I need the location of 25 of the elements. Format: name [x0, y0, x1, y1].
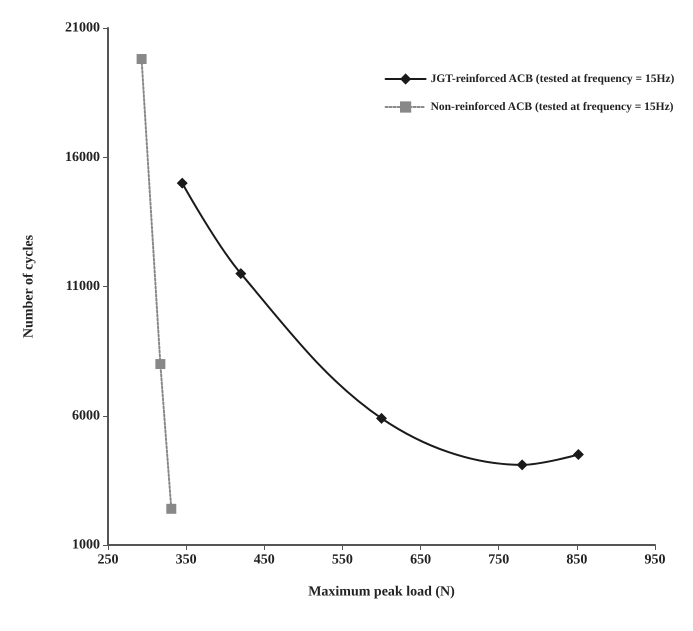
x-tick-label: 450 — [254, 552, 275, 568]
point — [155, 359, 166, 370]
point — [572, 449, 584, 460]
point — [136, 54, 147, 64]
x-tick-label: 850 — [566, 552, 588, 568]
x-tick-label: 950 — [644, 552, 666, 568]
y-tick-label: 6000 — [72, 408, 100, 424]
x-axis-title: Maximum peak load (N) — [308, 584, 456, 600]
x-tick-label: 750 — [488, 552, 510, 568]
legend-label: Non-reinforced ACB (tested at frequency = 15Hz) — [430, 101, 674, 113]
y-axis-title: Number of cycles — [22, 234, 36, 338]
point — [376, 412, 387, 424]
x-tick-label: 250 — [98, 552, 118, 568]
x-tick-label: 650 — [410, 552, 432, 568]
y-tick-label: 16000 — [65, 150, 100, 165]
x-tick-label: 550 — [332, 552, 353, 568]
y-tick-label: 21000 — [65, 20, 100, 36]
y-tick-label: 1000 — [72, 538, 100, 552]
x-tick-label: 350 — [176, 552, 197, 568]
legend-label: JGT-reinforced ACB (tested at frequency = 15Hz) — [430, 73, 675, 85]
point — [166, 504, 176, 514]
point — [176, 178, 188, 189]
y-tick-label: 11000 — [66, 279, 100, 294]
point — [235, 268, 246, 280]
point — [516, 459, 528, 470]
